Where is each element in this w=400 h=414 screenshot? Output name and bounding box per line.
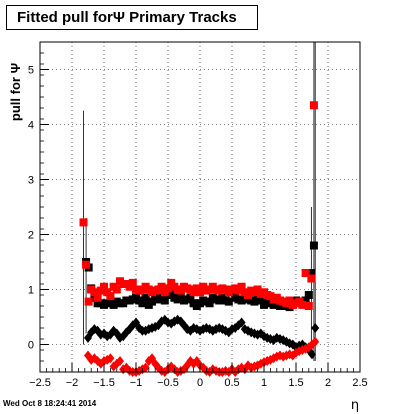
data-point: [157, 282, 166, 291]
x-tick-label: 0.5: [224, 377, 239, 389]
data-point: [79, 218, 88, 227]
x-tick-label: 1: [261, 377, 267, 389]
error-bars: [83, 42, 316, 361]
data-point: [301, 269, 310, 277]
data-point: [308, 349, 316, 360]
data-point: [304, 302, 313, 310]
y-tick-label: 3: [28, 175, 34, 187]
data-point: [82, 260, 91, 269]
data-point: [307, 274, 316, 283]
x-tick-label: −2: [66, 377, 79, 389]
x-tick-label: 0: [197, 377, 203, 389]
data-point: [141, 362, 150, 373]
data-point: [84, 297, 93, 306]
y-axis-label: pull for Ψ: [8, 63, 23, 121]
data-point: [311, 323, 320, 333]
data-point: [141, 293, 150, 302]
data-point: [237, 282, 246, 291]
data-point: [298, 300, 307, 309]
x-tick-label: −1: [130, 377, 143, 389]
chart-title: Fitted pull forΨ Primary Tracks: [6, 5, 258, 30]
data-point: [128, 278, 137, 287]
y-tick-label: 0: [28, 340, 34, 352]
x-tick-label: −2.5: [29, 377, 51, 389]
x-tick-label: 1.5: [288, 377, 303, 389]
data-point: [186, 293, 195, 302]
data-point: [93, 293, 102, 302]
data-point: [106, 353, 115, 364]
x-tick-label: 2: [325, 377, 331, 389]
grid: [40, 42, 360, 372]
data-point: [253, 285, 262, 294]
data-point: [309, 101, 318, 110]
data-point: [311, 336, 320, 347]
y-tick-label: 5: [28, 65, 34, 77]
timestamp: Wed Oct 8 18:24:41 2014: [3, 399, 97, 408]
data-point: [260, 300, 268, 309]
data-point: [301, 296, 310, 305]
data-point: [100, 282, 108, 291]
x-tick-label: 2.5: [352, 377, 367, 389]
data-point: [224, 297, 233, 306]
y-tick-label: 2: [28, 230, 34, 242]
data-point: [164, 284, 172, 293]
data-point: [256, 296, 265, 305]
x-tick-label: −1.5: [93, 377, 115, 389]
data-point: [304, 291, 313, 299]
data-point: [90, 288, 99, 297]
data-point: [307, 269, 316, 277]
data-point: [106, 292, 115, 301]
data-points: [79, 101, 320, 377]
data-point: [237, 317, 246, 328]
diamond-marker-series: [84, 314, 320, 360]
data-point: [138, 299, 147, 308]
data-point: [309, 241, 318, 250]
data-point: [112, 285, 121, 294]
y-tick-label: 1: [28, 285, 34, 297]
data-point: [106, 296, 115, 305]
tick-labels: −2.5 −2 −1.5 −1 −0.5 0 0.5 1 1.5 2 2.5 0 1 2 3 4 5: [28, 65, 368, 390]
x-tick-label: −0.5: [157, 377, 179, 389]
data-point: [285, 296, 294, 305]
data-point: [176, 292, 185, 301]
data-point: [160, 296, 169, 305]
y-tick-label: 4: [28, 120, 34, 132]
square-marker-series: [79, 101, 318, 310]
data-point: [244, 291, 252, 299]
axis-ticks: [39, 41, 361, 373]
data-point: [196, 288, 204, 297]
data-point: [205, 299, 214, 308]
data-point: [116, 356, 124, 366]
x-axis-label: η: [351, 398, 359, 413]
